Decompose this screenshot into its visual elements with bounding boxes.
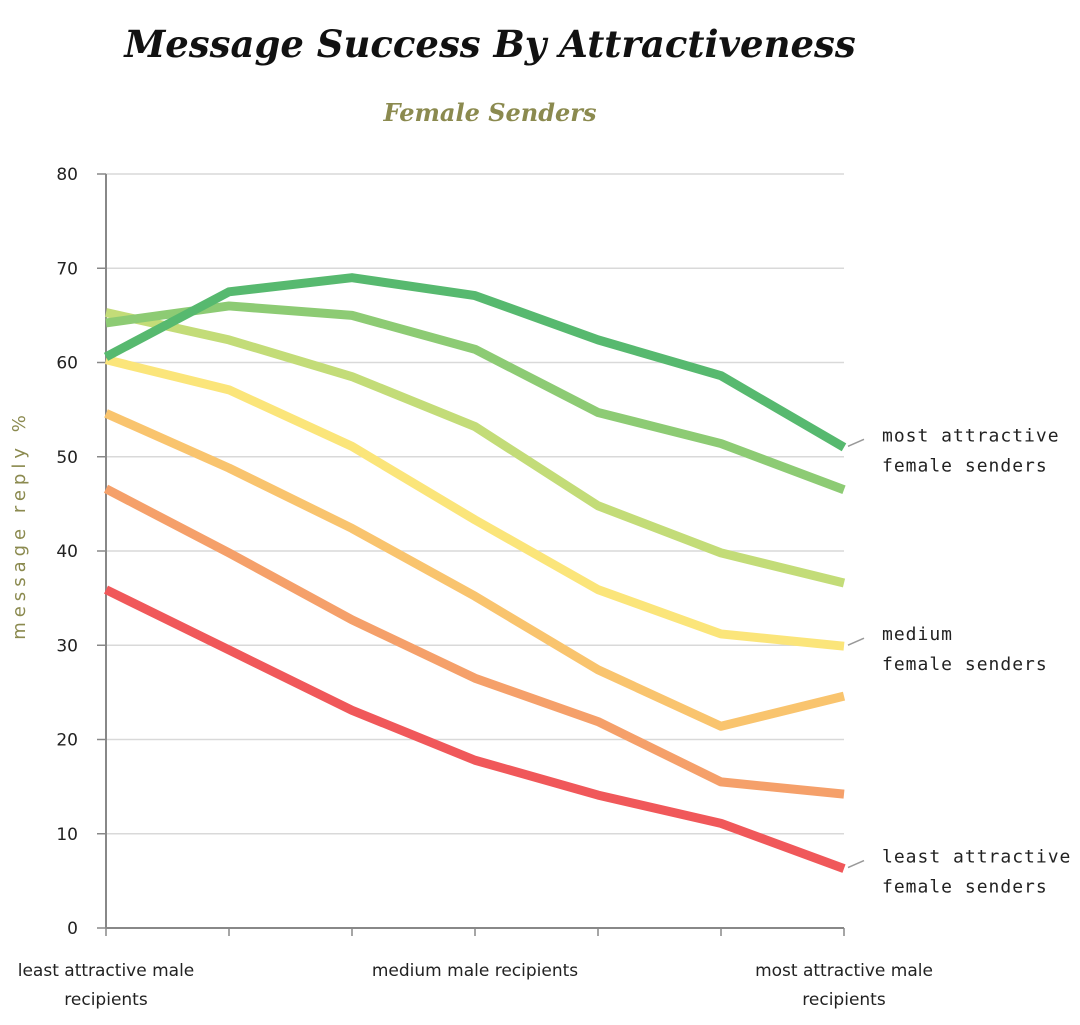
series-annotation: least attractive <box>882 847 1071 868</box>
y-tick-label: 60 <box>56 354 78 374</box>
series-line <box>103 484 845 799</box>
y-tick-label: 0 <box>67 919 78 939</box>
series-line <box>104 585 846 873</box>
y-axis-label: message reply % <box>9 410 30 640</box>
x-tick-label: least attractive male <box>18 961 195 981</box>
x-tick-label: most attractive male <box>755 961 933 981</box>
series-line <box>104 409 846 731</box>
series-line <box>105 308 846 588</box>
annotation-leader <box>847 637 865 646</box>
x-tick-label: recipients <box>802 990 886 1010</box>
annotation-leader <box>847 438 865 448</box>
series-annotation: medium <box>882 624 953 645</box>
annotation-leader <box>847 859 865 869</box>
x-tick-label: recipients <box>64 990 148 1010</box>
series-annotation: female senders <box>882 654 1048 675</box>
series-annotation: female senders <box>882 455 1048 476</box>
y-tick-label: 50 <box>56 448 78 468</box>
chart-title: Message Success By Attractiveness <box>124 22 856 66</box>
series-annotation: female senders <box>882 877 1048 898</box>
series-line <box>104 355 845 651</box>
series-line <box>103 273 847 452</box>
y-tick-label: 80 <box>56 165 78 185</box>
y-tick-label: 40 <box>56 542 78 562</box>
chart-subtitle: Female Senders <box>383 98 597 127</box>
y-tick-label: 10 <box>56 825 78 845</box>
series-annotation: most attractive <box>882 425 1060 446</box>
x-tick-label: medium male recipients <box>372 961 578 981</box>
series-line <box>105 301 846 494</box>
y-tick-label: 20 <box>56 731 78 751</box>
y-tick-label: 70 <box>56 259 78 279</box>
y-tick-label: 30 <box>56 636 78 656</box>
